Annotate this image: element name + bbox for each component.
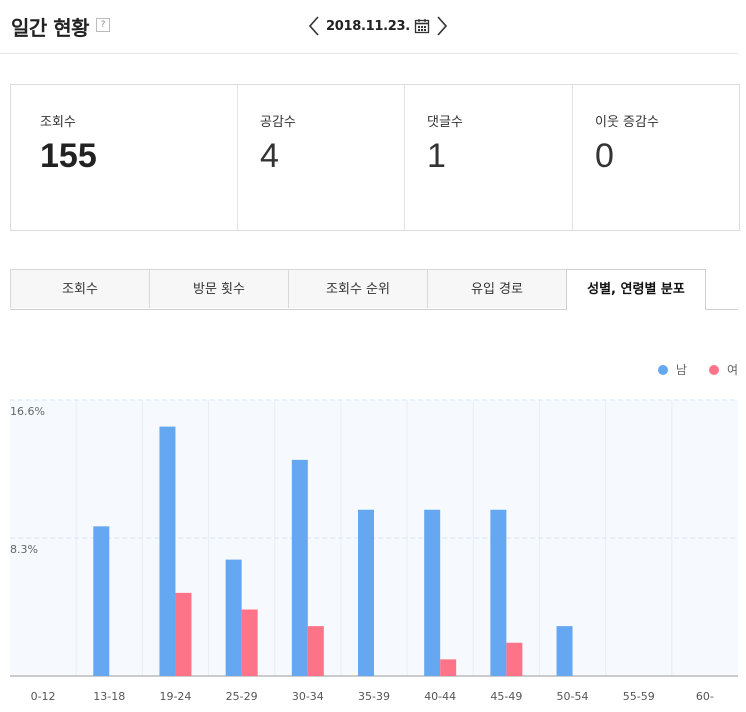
bar-female [241, 609, 258, 676]
stat-likes: 공감수 4 [238, 85, 405, 230]
x-tick-label: 13-18 [93, 690, 125, 703]
legend-dot-male [657, 364, 668, 375]
bar-male [424, 509, 441, 676]
bar-male [93, 526, 110, 676]
x-tick-label: 35-39 [358, 690, 390, 703]
stats-summary: 조회수 155 공감수 4 댓글수 1 이웃 증감수 0 [10, 84, 740, 231]
current-date: 2018.11.23. [326, 18, 410, 34]
stat-label: 조회수 [40, 115, 76, 130]
x-tick-label: 0-12 [31, 690, 56, 703]
x-tick-label: 19-24 [159, 690, 191, 703]
legend-item-female[interactable]: 여 [708, 361, 738, 378]
bar-male [358, 509, 374, 676]
stat-comments: 댓글수 1 [405, 85, 573, 230]
x-tick-label: 60- [696, 690, 714, 703]
stats-tabs: 조회수 방문 횟수 조회수 순위 유입 경로 성별, 연령별 분포 [10, 269, 738, 310]
y-tick-label: 16.6% [10, 405, 45, 418]
y-tick-label: 8.3% [10, 543, 38, 556]
legend-label: 남 [675, 363, 687, 377]
chevron-left-icon [309, 16, 319, 36]
gender-age-bar-chart: 16.6% 8.3% 0-12 13-18 19-24 25-29 30-34 35-39 40… [10, 399, 738, 703]
stat-label: 이웃 증감수 [595, 115, 659, 130]
bar-female [307, 626, 324, 676]
x-tick-label: 55-59 [623, 690, 655, 703]
bar-male [291, 459, 308, 676]
stat-value: 4 [260, 137, 279, 175]
x-tick-label: 25-29 [226, 690, 258, 703]
page-header: 일간 현황 ? 2018.11.23. [0, 0, 738, 54]
stat-value: 1 [427, 137, 446, 175]
date-navigator: 2018.11.23. [306, 13, 450, 39]
chevron-right-icon [437, 16, 447, 36]
tab-ranking[interactable]: 조회수 순위 [288, 269, 428, 308]
stat-value: 0 [595, 137, 614, 175]
stat-label: 댓글수 [427, 115, 463, 130]
legend-dot-female [708, 364, 719, 375]
tab-gender-age[interactable]: 성별, 연령별 분포 [566, 269, 706, 310]
prev-date-button[interactable] [306, 13, 322, 39]
stat-views: 조회수 155 [11, 85, 238, 230]
tab-referrer[interactable]: 유입 경로 [427, 269, 567, 308]
bar-female [175, 592, 192, 676]
x-tick-label: 40-44 [424, 690, 456, 703]
legend-label: 여 [726, 363, 738, 377]
page-title: 일간 현황 [11, 16, 90, 40]
bar-male [490, 509, 507, 676]
stat-value: 155 [40, 137, 97, 175]
bar-male [556, 626, 573, 676]
x-tick-label: 45-49 [490, 690, 522, 703]
stat-neighbors: 이웃 증감수 0 [573, 85, 739, 230]
bar-male [225, 559, 242, 676]
bar-male [159, 426, 176, 676]
bar-female [440, 659, 457, 676]
legend-item-male[interactable]: 남 [657, 361, 687, 378]
x-tick-label: 50-54 [557, 690, 589, 703]
tab-views[interactable]: 조회수 [10, 269, 150, 308]
stat-label: 공감수 [260, 115, 296, 130]
next-date-button[interactable] [434, 13, 450, 39]
calendar-icon[interactable] [414, 18, 430, 34]
chart-legend: 남 여 [636, 361, 738, 378]
help-icon[interactable]: ? [96, 18, 110, 32]
x-tick-label: 30-34 [292, 690, 324, 703]
bar-female [506, 642, 523, 676]
tab-visits[interactable]: 방문 횟수 [149, 269, 289, 308]
